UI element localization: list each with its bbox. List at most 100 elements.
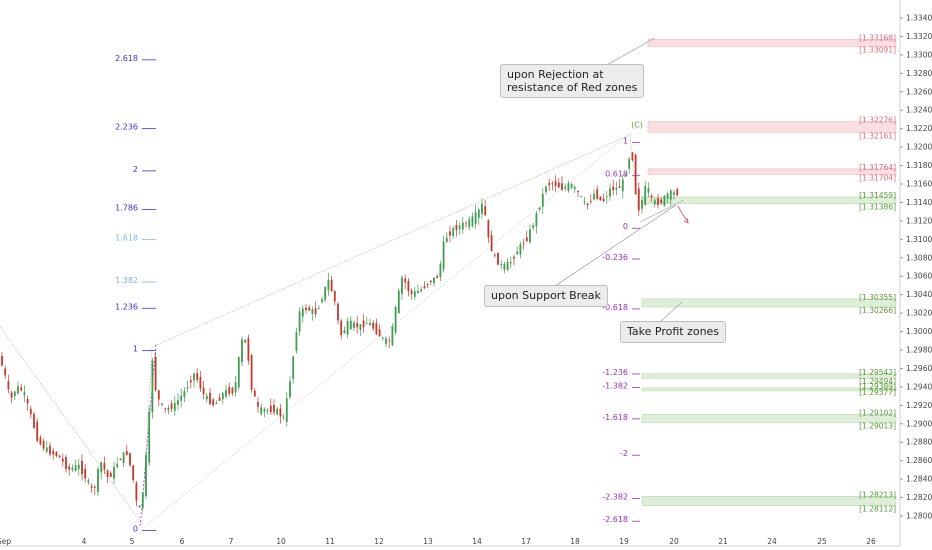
price-tick-label: 1.31000 [906,235,932,244]
support-zone-top-label: [1.29102] [859,408,896,417]
candle-body [449,231,451,236]
price-tick-label: 1.32600 [906,87,932,96]
price-tick-label: 1.31200 [906,216,932,225]
candle-body [311,309,314,314]
resistance-zone [647,121,897,133]
candle-body [1,355,3,366]
price-tick-label: 1.31800 [906,161,932,170]
support-zone-top-label: [1.28213] [859,490,896,499]
candle-body [301,308,304,317]
candle-body [263,409,266,412]
candle-body [141,492,144,508]
candle-body [500,264,503,265]
resistance-zone [647,39,897,47]
candle-body [65,457,67,470]
candle-body [103,462,106,470]
candle-body [333,291,336,302]
candle-body [385,338,387,344]
candle-body [177,400,179,405]
candle-body [343,330,346,334]
candle-body [154,356,157,390]
candle-body [365,323,368,325]
candle-body [285,398,288,422]
price-tick-label: 1.30000 [906,327,932,336]
candle-body [266,409,269,411]
candle-body [647,188,650,193]
candle-body [20,387,23,391]
price-tick-label: 1.33200 [906,32,932,41]
candle-body [17,386,19,394]
fib-right-label: -1.236 [602,368,628,377]
projection-arrow [677,205,689,223]
candle-body [417,290,419,294]
candle-body [513,256,515,259]
candle-body [314,308,317,315]
fib-left-label: 1.618 [115,234,138,243]
time-tick-label: 18 [570,537,580,546]
candle-body [525,237,528,242]
candle-body [109,472,112,477]
fib-right-label: -2.618 [602,515,628,524]
candle-body [388,340,391,342]
candle-body [468,219,471,228]
candle-body [36,421,39,441]
time-tick-label: 25 [817,537,827,546]
candle-body [337,303,339,321]
candle-body [119,459,122,461]
candle-body [599,196,602,201]
candle-body [26,398,29,404]
candle-body [557,182,560,188]
candle-body [442,241,445,270]
candle-body [653,200,656,205]
candle-body [212,399,215,406]
candle-body [205,395,208,400]
candle-body [554,181,557,187]
candle-body [39,437,42,445]
candle-body [129,453,131,466]
fib-right-label: -1.618 [602,413,628,422]
candle-body [282,416,285,418]
wave-leg-2 [147,131,633,525]
candle-body [100,462,103,473]
time-tick-label: 10 [276,537,286,546]
support-zone-top-label: [1.31459] [859,191,896,200]
candle-body [276,408,279,415]
candle-body [666,193,669,199]
candle-body [657,198,659,205]
candle-body [487,219,490,238]
candle-body [548,182,551,186]
time-tick-label: 6 [180,537,185,546]
candle-body [669,190,672,200]
callout-rejection-line1: upon Rejection at [507,68,604,81]
candle-body [461,222,464,230]
candle-body [49,445,51,455]
support-zone [641,496,897,506]
candle-body [519,244,522,255]
candle-body [253,390,256,397]
candle-body [33,414,35,428]
price-tick-label: 1.31400 [906,198,932,207]
candle-body [561,183,563,190]
fib-right-label: -0.618 [602,303,628,312]
candle-body [506,261,509,271]
candle-body [148,411,151,463]
candle-body [471,216,474,226]
callout-rejection: upon Rejection at resistance of Red zone… [500,64,645,98]
price-tick-label: 1.30600 [906,272,932,281]
candle-body [295,332,298,351]
candle-body [445,237,448,243]
candle-body [77,464,80,470]
callout-rejection-pointer [604,37,656,67]
fib-right-label: -0.236 [602,253,628,262]
callout-take-profit-pointer [659,301,683,323]
candle-body [567,183,570,191]
candle-body [45,447,48,452]
callout-rejection-line2: resistance of Red zones [507,81,638,94]
candle-body [42,441,45,449]
candle-body [413,291,416,297]
candle-body [401,277,403,294]
resistance-zone-bottom-label: [1.31704] [859,173,896,182]
candle-body [209,392,211,404]
candle-body [573,187,576,190]
candle-body [372,322,375,329]
